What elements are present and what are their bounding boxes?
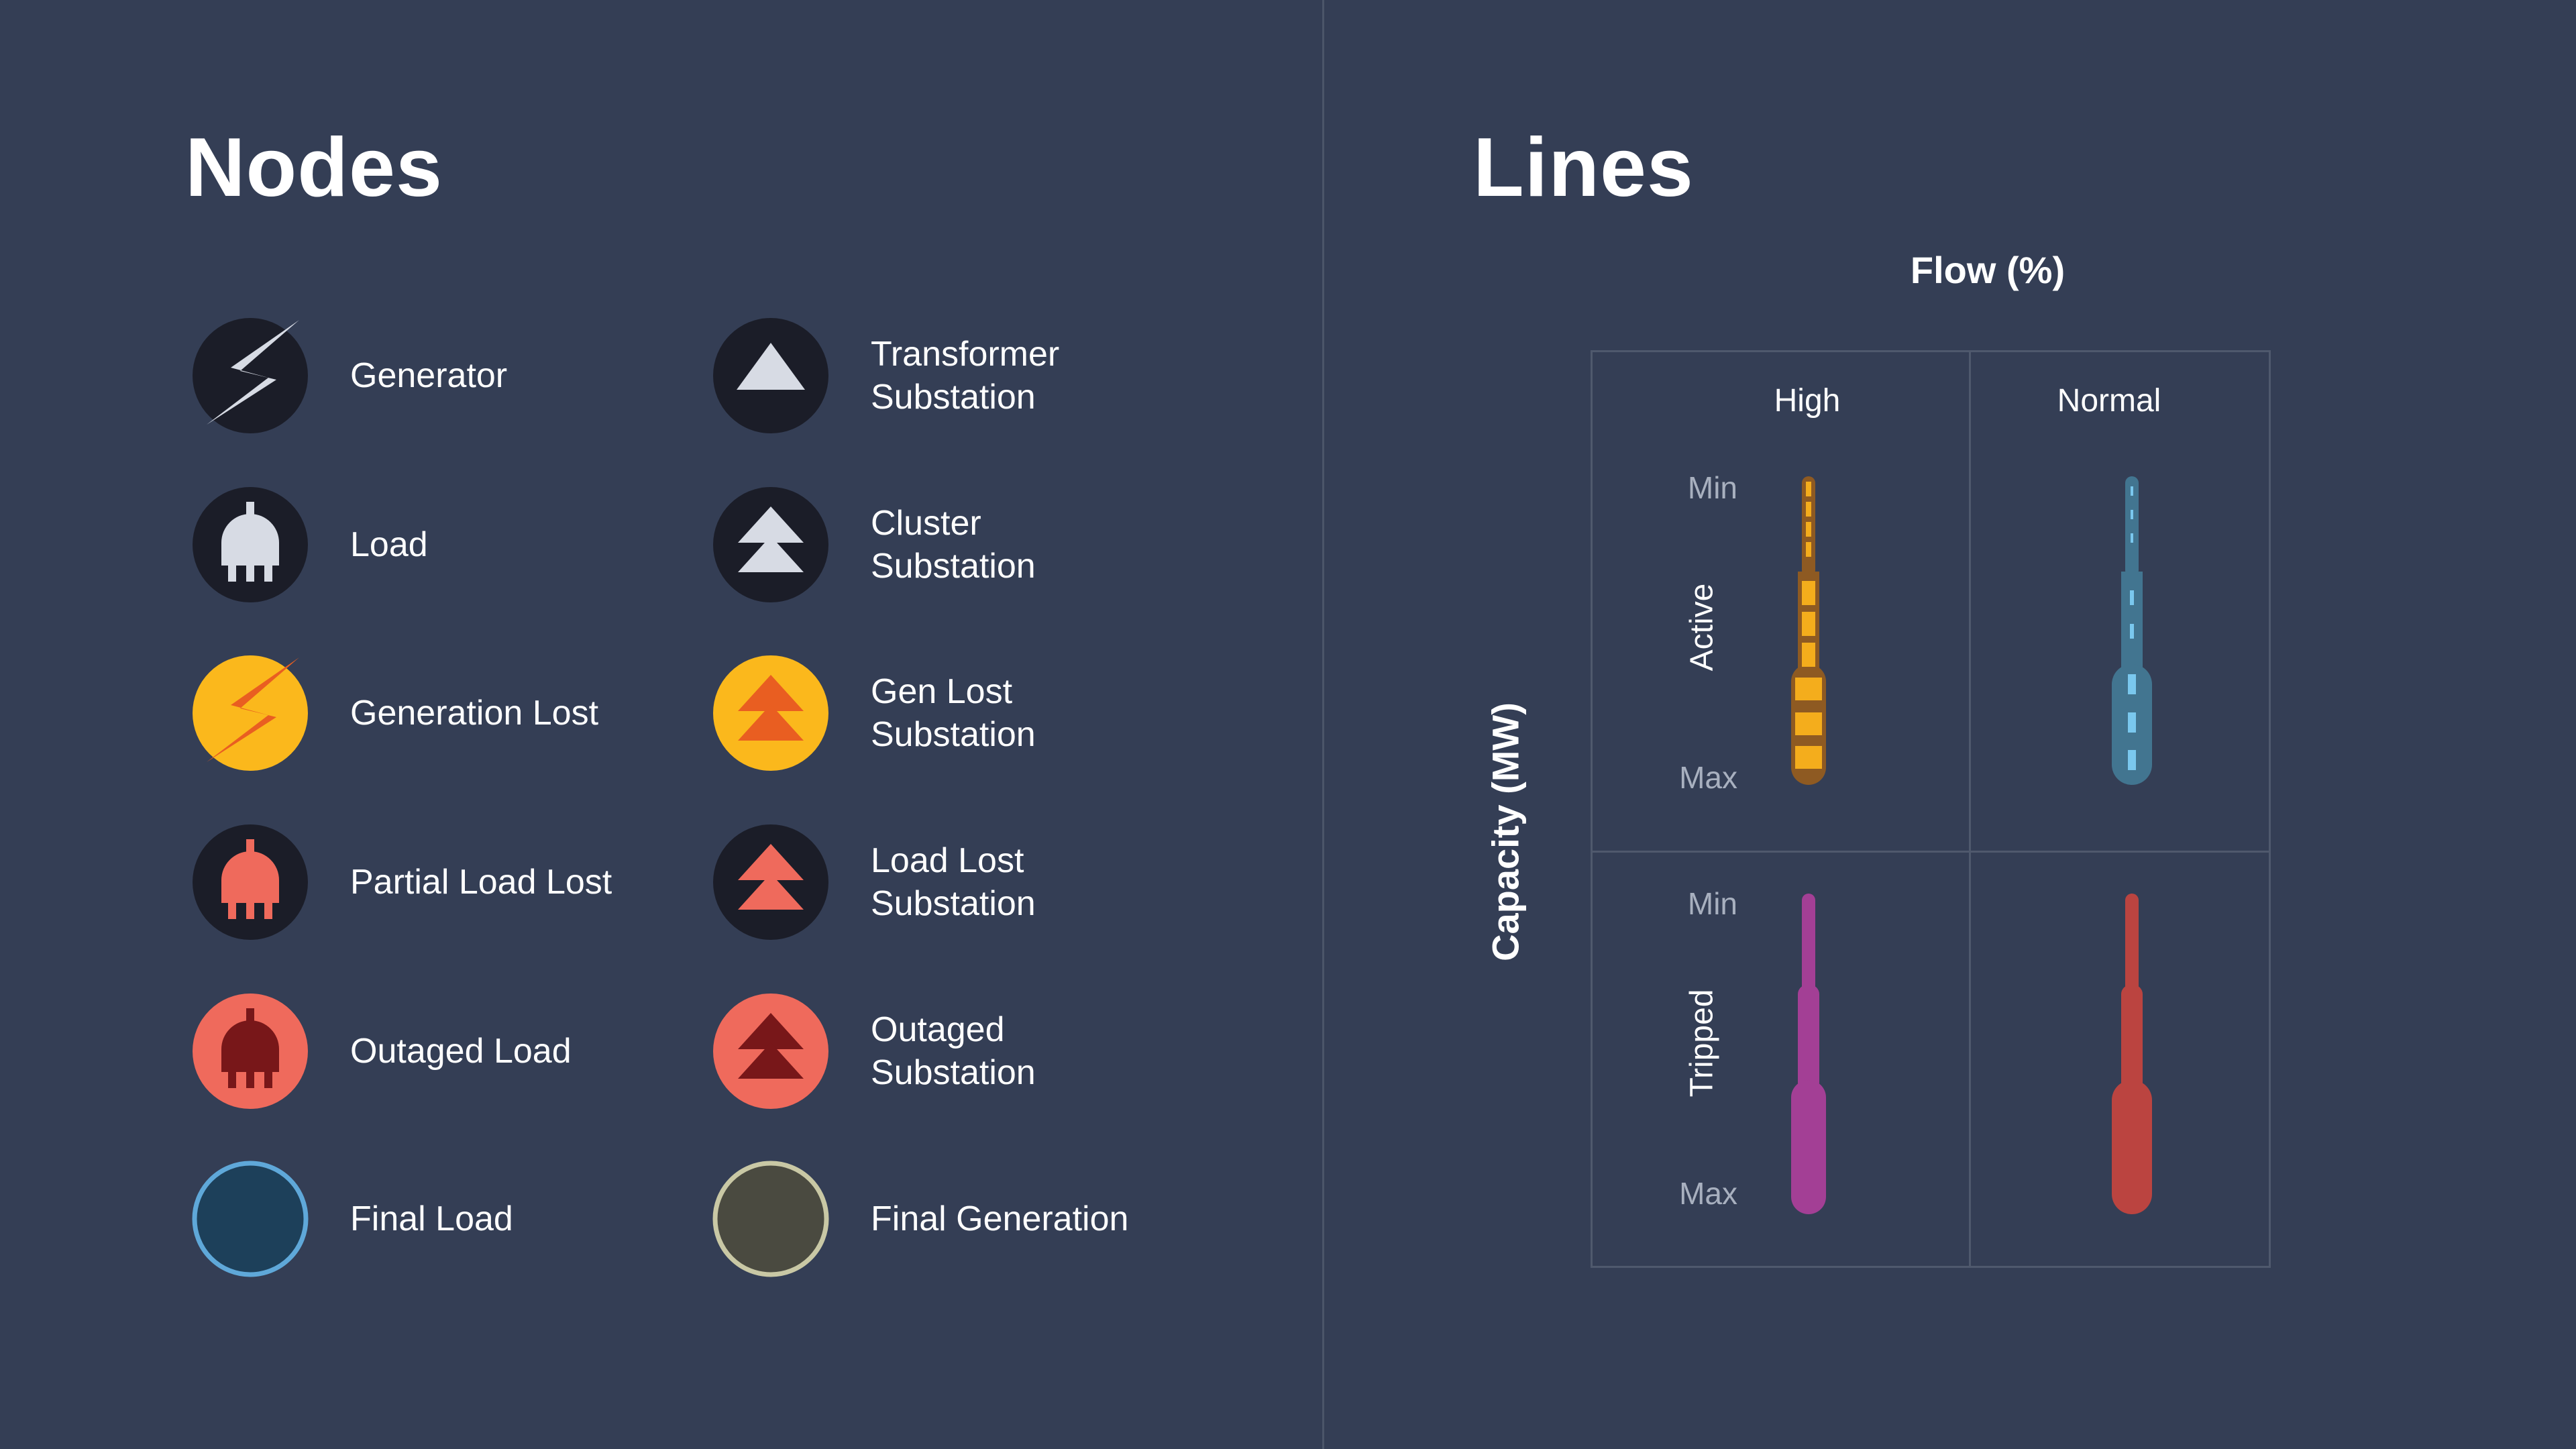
scale-min-label: Min bbox=[1687, 470, 1737, 505]
node-label: Generator bbox=[350, 356, 508, 395]
node-load-lost-substation: Load Lost Substation bbox=[712, 824, 1112, 941]
ring-circle-icon bbox=[712, 1161, 829, 1277]
node-label: Cluster Substation bbox=[871, 504, 1036, 586]
grid-divider-vertical bbox=[1969, 350, 1971, 1268]
node-generation-lost: Generation Lost bbox=[192, 655, 598, 771]
node-transformer-substation: Transformer Substation bbox=[712, 317, 1112, 434]
node-label: Final Load bbox=[350, 1199, 513, 1238]
node-final-load: Final Load bbox=[192, 1161, 513, 1277]
double-triangle-icon bbox=[712, 486, 829, 603]
scale-max-label: Max bbox=[1679, 760, 1737, 795]
node-outaged-substation: Outaged Substation bbox=[712, 993, 1112, 1110]
scale-min-label: Min bbox=[1687, 886, 1737, 921]
column-header-normal: Normal bbox=[2057, 383, 2161, 419]
panel-divider bbox=[1322, 0, 1324, 1449]
node-label: Outaged Load bbox=[350, 1032, 572, 1071]
grid-divider-horizontal bbox=[1591, 851, 2271, 853]
nodes-title: Nodes bbox=[185, 121, 443, 214]
lightning-bolt-icon bbox=[192, 317, 309, 434]
node-final-generation: Final Generation bbox=[712, 1161, 1128, 1277]
node-label: Transformer Substation bbox=[871, 335, 1060, 417]
lightning-bolt-icon bbox=[192, 655, 309, 771]
node-label: Load bbox=[350, 525, 428, 564]
plug-icon bbox=[192, 824, 309, 941]
scale-max-label: Max bbox=[1679, 1176, 1737, 1211]
node-label: Partial Load Lost bbox=[350, 863, 612, 902]
ring-circle-icon bbox=[192, 1161, 309, 1277]
node-gen-lost-substation: Gen Lost Substation bbox=[712, 655, 1112, 771]
node-label: Generation Lost bbox=[350, 694, 599, 733]
single-triangle-icon bbox=[712, 317, 829, 434]
node-label: Outaged Substation bbox=[871, 1010, 1036, 1092]
lines-title: Lines bbox=[1473, 121, 1694, 214]
node-cluster-substation: Cluster Substation bbox=[712, 486, 1112, 603]
double-triangle-icon bbox=[712, 993, 829, 1110]
lines-grid bbox=[1591, 350, 2271, 1268]
node-label: Gen Lost Substation bbox=[871, 672, 1036, 754]
plug-icon bbox=[192, 486, 309, 603]
node-load: Load bbox=[192, 486, 428, 603]
line-normal-active bbox=[2112, 476, 2152, 785]
line-high-tripped bbox=[1791, 894, 1826, 1214]
node-label: Load Lost Substation bbox=[871, 841, 1036, 923]
line-normal-tripped bbox=[2112, 894, 2152, 1214]
node-outaged-load: Outaged Load bbox=[192, 993, 572, 1110]
double-triangle-icon bbox=[712, 655, 829, 771]
line-high-active bbox=[1791, 476, 1826, 785]
node-partial-load-lost: Partial Load Lost bbox=[192, 824, 612, 941]
flow-axis-title: Flow (%) bbox=[1910, 249, 2065, 291]
double-triangle-icon bbox=[712, 824, 829, 941]
column-header-high: High bbox=[1774, 383, 1841, 419]
node-label: Final Generation bbox=[871, 1199, 1129, 1238]
node-generator: Generator bbox=[192, 317, 507, 434]
plug-icon bbox=[192, 993, 309, 1110]
